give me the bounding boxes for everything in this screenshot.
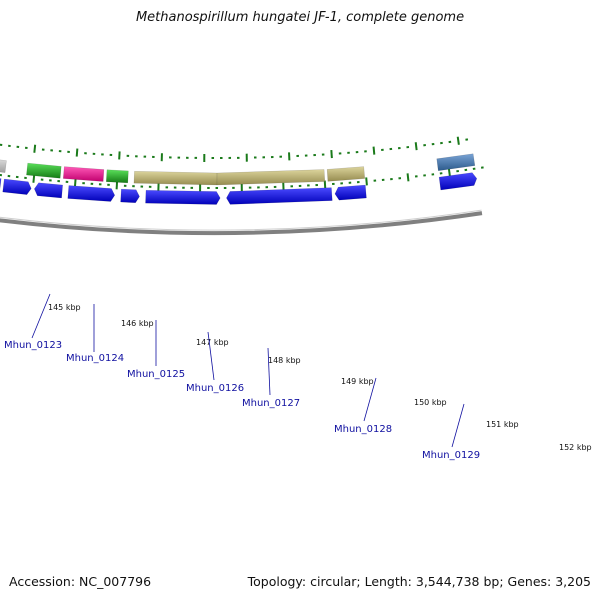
feature-bar-magenta (62, 166, 105, 182)
feature-bar-khaki (326, 166, 366, 182)
feature-bar-khaki (216, 169, 326, 186)
feature-bar-steel (436, 153, 476, 171)
gene-label: Mhun_0127 (242, 398, 300, 409)
kbp-label: 146 kbp (121, 319, 154, 328)
outer-tick (447, 168, 451, 177)
gene-arrow-blue (226, 187, 333, 205)
inner-tick (372, 146, 376, 155)
backbone-highlight (0, 209, 482, 231)
inner-tick (330, 149, 333, 159)
feature-bar-gray (0, 159, 7, 173)
outer-tick (323, 180, 327, 189)
inner-tick (414, 142, 418, 151)
backbone-outer (0, 211, 483, 235)
gene-leader-line (207, 331, 215, 381)
gene-arrow-blue (0, 178, 2, 191)
gene-label: Mhun_0128 (334, 424, 392, 435)
map-title: Methanospirillum hungatei JF-1, complete… (135, 10, 465, 25)
inner-tick (33, 144, 37, 153)
kbp-label: 150 kbp (414, 398, 447, 407)
accession-text: Accession: NC_007796 (9, 574, 152, 589)
outer-tick (73, 178, 77, 187)
gene-arrow-blue (145, 189, 221, 205)
gene-leader-line (31, 293, 51, 339)
inner-tick (456, 136, 460, 145)
kbp-label: 151 kbp (486, 420, 519, 429)
gene-arrow-blue (67, 185, 116, 202)
gene-leader-line (363, 377, 377, 422)
kbp-label: 148 kbp (268, 356, 301, 365)
outer-tick (365, 177, 368, 186)
gene-leader-line (451, 403, 465, 448)
gene-arrow-blue (34, 182, 63, 199)
gene-arrow-blue (334, 184, 367, 201)
feature-bar-green (105, 169, 129, 184)
kbp-label: 152 kbp (559, 443, 592, 452)
feature-bar-khaki (133, 170, 218, 186)
gene-label: Mhun_0123 (4, 340, 62, 351)
kbp-label: 147 kbp (196, 338, 229, 347)
genome-summary: Topology: circular; Length: 3,544,738 bp… (247, 574, 591, 589)
gene-label: Mhun_0126 (186, 383, 244, 394)
outer-tick (32, 174, 36, 183)
gene-leader-line (267, 347, 271, 396)
gene-arrow-blue (438, 172, 478, 191)
kbp-label: 145 kbp (48, 303, 81, 312)
gene-label: Mhun_0125 (127, 369, 185, 380)
gene-arrow-blue (2, 178, 32, 195)
kbp-label: 149 kbp (341, 377, 374, 386)
outer-tick (406, 173, 410, 182)
gene-arrow-blue (120, 188, 140, 204)
gene-label: Mhun_0124 (66, 353, 124, 364)
gene-label: Mhun_0129 (422, 450, 480, 461)
feature-bar-green (26, 162, 62, 179)
inner-tick (75, 148, 79, 157)
